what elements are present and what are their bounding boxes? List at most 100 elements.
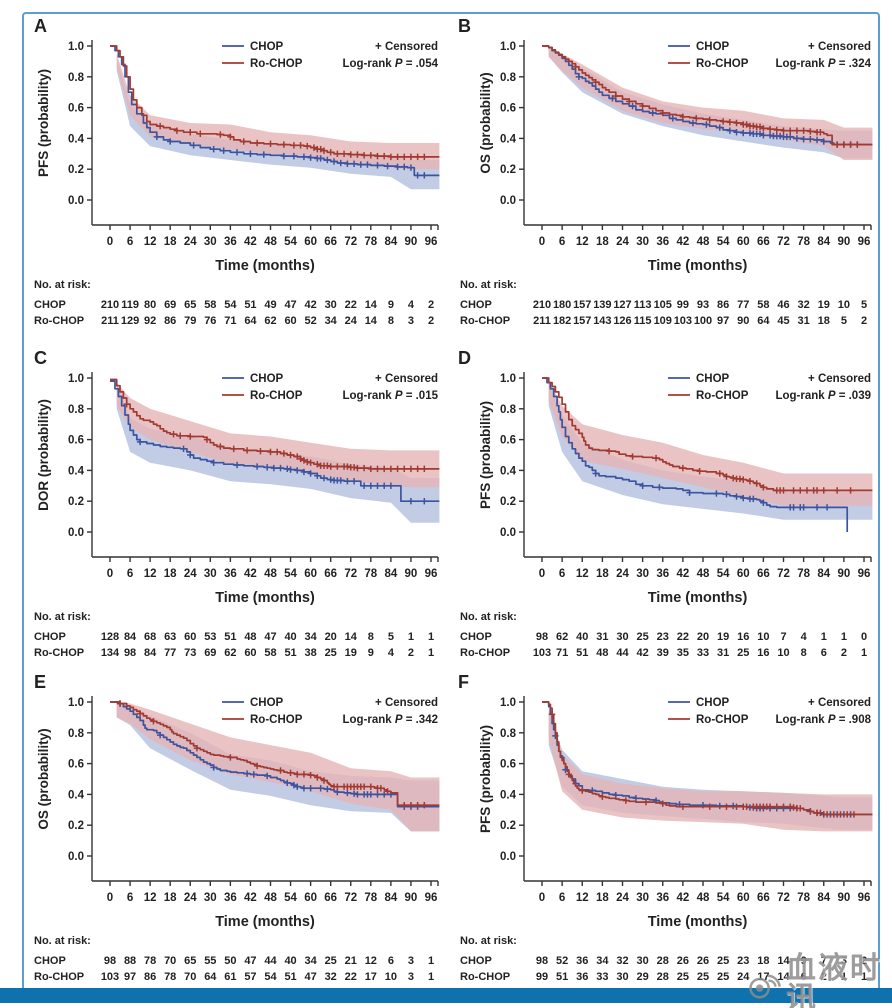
at-risk-value: 103 [533, 647, 551, 659]
at-risk-value: 38 [305, 647, 317, 659]
at-risk-value: 36 [576, 971, 588, 983]
at-risk-value: 20 [325, 631, 337, 643]
legend-label-chop: CHOP [250, 697, 284, 709]
x-tick-label: 72 [777, 892, 790, 904]
at-risk-value: 26 [677, 955, 689, 967]
at-risk-value: 1 [861, 647, 867, 659]
x-tick-label: 96 [858, 892, 871, 904]
x-tick-label: 60 [304, 236, 317, 248]
at-risk-value: 30 [325, 299, 337, 311]
logrank-p-value: Log-rank P = .342 [342, 714, 438, 726]
at-risk-value: 51 [556, 971, 568, 983]
x-tick-label: 30 [636, 568, 649, 580]
km-line-ro-chop [542, 701, 873, 816]
y-tick-label: 0.8 [68, 72, 85, 84]
km-line-ro-chop [110, 45, 440, 158]
at-risk-value: 77 [164, 647, 176, 659]
at-risk-value: 48 [596, 647, 608, 659]
x-tick-label: 78 [797, 568, 810, 580]
censor-marks-ro-chop [605, 447, 854, 494]
plot-area-F [542, 701, 873, 832]
y-tick-label: 1.0 [500, 373, 516, 385]
at-risk-row-label: CHOP [34, 955, 66, 967]
x-tick-label: 96 [858, 236, 871, 248]
at-risk-value: 44 [616, 647, 629, 659]
x-tick-label: 90 [837, 236, 850, 248]
at-risk-value: 70 [184, 971, 196, 983]
x-tick-label: 6 [559, 236, 565, 248]
at-risk-value: 10 [757, 631, 769, 643]
legend-label-chop: CHOP [696, 41, 730, 53]
x-tick-label: 48 [697, 892, 710, 904]
legend-label-ro-chop: Ro-CHOP [696, 714, 749, 726]
at-risk-row-label: CHOP [460, 299, 492, 311]
plot-area-E [110, 700, 440, 832]
y-tick-label: 0.0 [500, 527, 516, 539]
x-axis-title: Time (months) [648, 590, 748, 606]
x-tick-label: 90 [405, 236, 418, 248]
at-risk-value: 126 [613, 315, 631, 327]
at-risk-value: 105 [654, 299, 672, 311]
at-risk-value: 46 [777, 299, 789, 311]
at-risk-row-label: CHOP [34, 299, 66, 311]
x-tick-label: 12 [576, 568, 589, 580]
at-risk-value: 52 [305, 315, 317, 327]
at-risk-value: 64 [757, 315, 770, 327]
y-tick-label: 0.8 [500, 72, 517, 84]
at-risk-value: 58 [757, 299, 769, 311]
x-tick-label: 54 [717, 568, 730, 580]
legend-label-chop: CHOP [696, 373, 730, 385]
at-risk-value: 62 [556, 631, 568, 643]
at-risk-value: 1 [428, 631, 434, 643]
legend-label-ro-chop: Ro-CHOP [250, 714, 303, 726]
at-risk-value: 32 [798, 299, 810, 311]
y-tick-label: 0.6 [500, 759, 516, 771]
x-tick-label: 24 [184, 236, 197, 248]
at-risk-value: 17 [365, 971, 377, 983]
at-risk-value: 14 [777, 971, 790, 983]
at-risk-value: 60 [284, 315, 296, 327]
at-risk-value: 103 [674, 315, 692, 327]
at-risk-row-label: CHOP [34, 631, 66, 643]
at-risk-value: 23 [737, 955, 749, 967]
at-risk-value: 30 [616, 971, 628, 983]
at-risk-value: 210 [533, 299, 551, 311]
at-risk-value: 6 [801, 971, 807, 983]
y-tick-label: 0.8 [68, 404, 85, 416]
at-risk-value: 2 [861, 315, 867, 327]
censored-note: + Censored [375, 41, 438, 53]
y-axis-title: PFS (probability) [36, 69, 51, 177]
y-tick-label: 0.6 [68, 435, 84, 447]
at-risk-value: 18 [818, 315, 830, 327]
x-tick-label: 60 [737, 892, 750, 904]
at-risk-value: 19 [717, 631, 729, 643]
at-risk-value: 10 [838, 299, 850, 311]
censor-marks-ro-chop [548, 711, 858, 818]
censor-marks-ro-chop [572, 63, 861, 148]
at-risk-value: 53 [204, 631, 216, 643]
at-risk-value: 20 [697, 631, 709, 643]
at-risk-value: 33 [697, 647, 709, 659]
legend-label-ro-chop: Ro-CHOP [250, 58, 303, 70]
axes-C [87, 372, 439, 562]
x-tick-label: 66 [757, 892, 770, 904]
x-axis-title: Time (months) [648, 914, 748, 930]
at-risk-value: 10 [777, 647, 789, 659]
at-risk-value: 211 [101, 315, 119, 327]
at-risk-value: 12 [365, 955, 377, 967]
at-risk-value: 1 [821, 631, 827, 643]
at-risk-value: 40 [576, 631, 588, 643]
censor-marks-ro-chop [156, 122, 428, 161]
x-tick-label: 90 [837, 568, 850, 580]
censor-marks-ro-chop [123, 400, 428, 473]
x-tick-label: 18 [596, 568, 609, 580]
y-tick-label: 0.2 [500, 164, 516, 176]
at-risk-value: 99 [536, 971, 548, 983]
x-tick-label: 12 [576, 236, 589, 248]
km-band-chop [116, 382, 440, 523]
x-tick-label: 12 [144, 568, 157, 580]
x-tick-label: 36 [656, 568, 669, 580]
y-tick-label: 0.8 [500, 728, 517, 740]
logrank-p-value: Log-rank P = .324 [775, 58, 871, 70]
